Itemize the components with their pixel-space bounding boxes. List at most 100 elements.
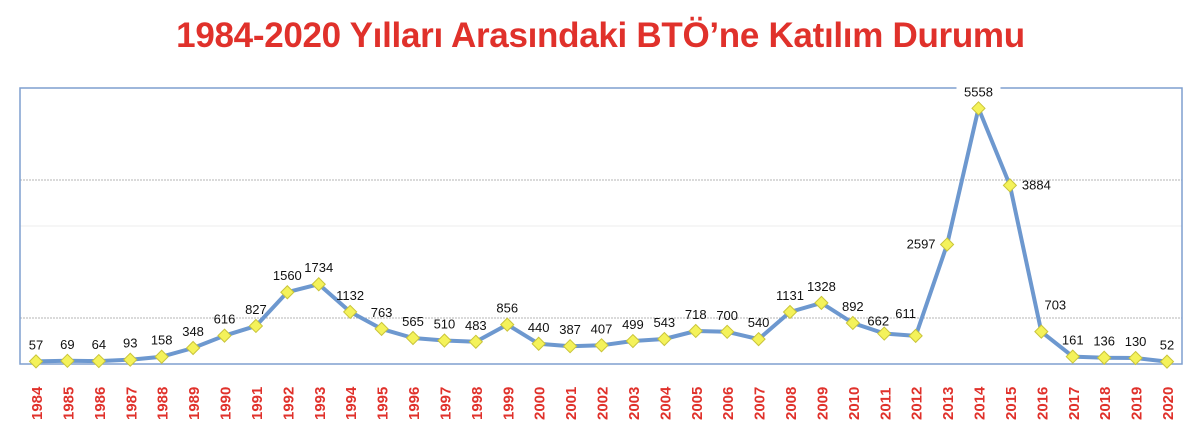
data-label: 700	[716, 308, 738, 323]
data-label: 1328	[807, 279, 836, 294]
x-tick-label: 2001	[563, 387, 580, 420]
x-tick-label: 2003	[626, 387, 643, 420]
diamond-marker	[908, 328, 923, 344]
data-label: 387	[559, 322, 581, 337]
data-label: 540	[748, 315, 770, 330]
diamond-marker	[657, 331, 672, 347]
x-tick-label: 1990	[218, 387, 235, 420]
x-tick-label: 2005	[689, 387, 706, 420]
diamond-marker	[185, 340, 201, 356]
x-tick-label: 1995	[375, 387, 392, 420]
x-tick-label: 2012	[909, 387, 926, 420]
data-label: 827	[245, 302, 267, 317]
chart-title: 1984-2020 Yılları Arasındaki BTÖ’ne Katı…	[176, 16, 1025, 55]
data-label: 93	[123, 336, 137, 351]
diamond-marker	[154, 349, 169, 364]
diamond-marker	[1034, 324, 1049, 339]
diamond-marker	[625, 333, 641, 349]
x-tick-label: 1999	[500, 387, 517, 420]
x-tick-label: 2020	[1160, 387, 1177, 420]
diamond-marker	[1096, 350, 1112, 365]
diamond-marker	[1159, 354, 1175, 369]
diamond-marker	[1065, 349, 1080, 364]
diamond-marker	[60, 353, 75, 369]
x-tick-label: 1994	[343, 386, 360, 420]
x-tick-label: 1997	[437, 387, 454, 420]
gridlines	[20, 179, 1182, 319]
data-label: 543	[653, 315, 675, 330]
data-label: 499	[622, 317, 644, 332]
diamond-marker	[688, 323, 703, 339]
data-label: 483	[465, 318, 487, 333]
data-label: 440	[528, 320, 550, 335]
data-label: 5558	[964, 84, 993, 99]
x-tick-label: 2016	[1034, 387, 1051, 420]
data-label: 158	[151, 333, 173, 348]
data-label: 161	[1062, 333, 1084, 348]
diamond-marker	[877, 326, 892, 341]
diamond-marker	[248, 318, 264, 334]
x-tick-label: 2019	[1129, 387, 1146, 420]
x-tick-label: 1998	[469, 387, 486, 420]
diamond-marker	[437, 333, 452, 348]
data-label: 616	[214, 312, 236, 327]
x-tick-label: 2017	[1066, 387, 1083, 420]
data-label: 136	[1093, 334, 1115, 349]
data-label: 64	[92, 337, 106, 352]
diamond-marker	[845, 315, 861, 331]
diamond-marker	[468, 334, 484, 349]
diamond-marker	[562, 338, 578, 354]
diamond-marker	[500, 317, 515, 332]
diamond-marker	[1128, 350, 1143, 366]
diamond-marker	[1002, 178, 1018, 193]
data-label: 1131	[776, 288, 804, 303]
x-tick-label: 2002	[595, 387, 612, 420]
diamond-marker	[939, 237, 955, 252]
x-tick-label: 1987	[123, 387, 140, 420]
data-label: 407	[591, 321, 613, 336]
x-tick-label: 2014	[972, 386, 989, 420]
x-tick-label: 1996	[406, 387, 423, 420]
x-tick-label: 1991	[249, 387, 266, 420]
plot-frame	[19, 87, 1183, 365]
data-label: 565	[402, 314, 424, 329]
x-tick-label: 2010	[846, 387, 863, 420]
diamond-marker	[719, 324, 735, 340]
x-tick-label: 2000	[532, 387, 549, 420]
data-label: 718	[685, 307, 707, 322]
x-tick-label: 2006	[720, 387, 737, 420]
x-tick-label: 1986	[92, 387, 109, 420]
diamond-marker	[280, 285, 295, 300]
diamond-marker	[123, 352, 138, 367]
diamond-marker	[28, 354, 44, 369]
data-label: 57	[29, 337, 43, 352]
x-tick-label: 2011	[877, 387, 894, 420]
diamond-marker	[342, 304, 358, 320]
x-tick-label: 2008	[783, 387, 800, 420]
data-label: 2597	[907, 237, 936, 252]
data-markers	[28, 101, 1175, 369]
x-tick-label: 1992	[280, 387, 297, 420]
x-tick-label: 1988	[155, 387, 172, 420]
data-label: 611	[895, 306, 916, 321]
x-tick-label: 1993	[312, 387, 329, 420]
data-label: 662	[867, 314, 889, 329]
data-label: 1560	[273, 268, 302, 283]
data-label: 763	[371, 305, 393, 320]
diamond-marker	[91, 353, 107, 369]
x-tick-label: 2015	[1003, 387, 1020, 420]
x-tick-label: 1984	[29, 386, 46, 420]
data-label: 348	[182, 324, 204, 339]
diamond-marker	[374, 321, 389, 337]
diamond-marker	[311, 277, 326, 292]
data-label: 892	[842, 299, 864, 314]
diamond-marker	[814, 295, 829, 311]
x-tick-label: 1989	[186, 387, 203, 420]
data-label: 703	[1044, 298, 1066, 313]
data-label: 52	[1160, 338, 1174, 353]
data-label: 856	[496, 301, 518, 316]
diamond-marker	[217, 328, 232, 343]
data-label: 69	[60, 337, 74, 352]
x-tick-label: 2018	[1097, 387, 1114, 420]
